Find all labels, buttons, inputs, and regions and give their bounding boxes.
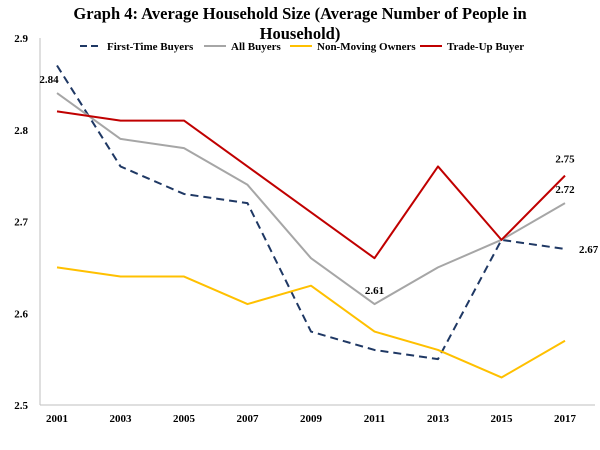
series-line-trade-up-buyer [56, 110, 566, 260]
series-line-first-time-buyers [56, 64, 566, 361]
y-tick-label: 2.7 [14, 217, 28, 229]
data-label: 2.61 [365, 285, 384, 297]
legend-label: Non-Moving Owners [317, 41, 416, 53]
x-tick-label: 2011 [364, 413, 385, 425]
y-tick-label: 2.8 [14, 125, 28, 137]
x-tick-label: 2009 [300, 413, 323, 425]
x-tick-label: 2001 [46, 413, 68, 425]
x-tick-label: 2015 [491, 413, 514, 425]
data-label: 2.75 [555, 154, 575, 166]
series-lines [56, 64, 566, 379]
data-label: 2.84 [39, 74, 59, 86]
legend-label: All Buyers [231, 41, 282, 53]
legend-label: First-Time Buyers [107, 41, 194, 53]
x-tick-label: 2003 [110, 413, 133, 425]
chart-title: Graph 4: Average Household Size (Average… [73, 4, 527, 43]
y-tick-label: 2.9 [14, 33, 28, 45]
x-tick-label: 2005 [173, 413, 196, 425]
x-tick-label: 2017 [554, 413, 577, 425]
series-line-all-buyers [56, 92, 566, 306]
data-labels: 2.84 2.61 2.75 2.72 2.67 [39, 74, 598, 297]
legend: First-Time Buyers All Buyers Non-Moving Ow… [80, 41, 524, 53]
y-tick-label: 2.6 [14, 308, 28, 320]
series-line-non-moving-owners [56, 266, 566, 379]
x-tick-label: 2007 [237, 413, 260, 425]
y-tick-label: 2.5 [14, 400, 28, 412]
x-tick-label: 2013 [427, 413, 450, 425]
data-label: 2.72 [555, 184, 575, 196]
chart-axes: 2.5 2.6 2.7 2.8 2.9 2001 2003 2005 2007 2009 2011 2… [14, 33, 595, 425]
data-label: 2.67 [579, 244, 599, 256]
legend-label: Trade-Up Buyer [447, 41, 524, 53]
